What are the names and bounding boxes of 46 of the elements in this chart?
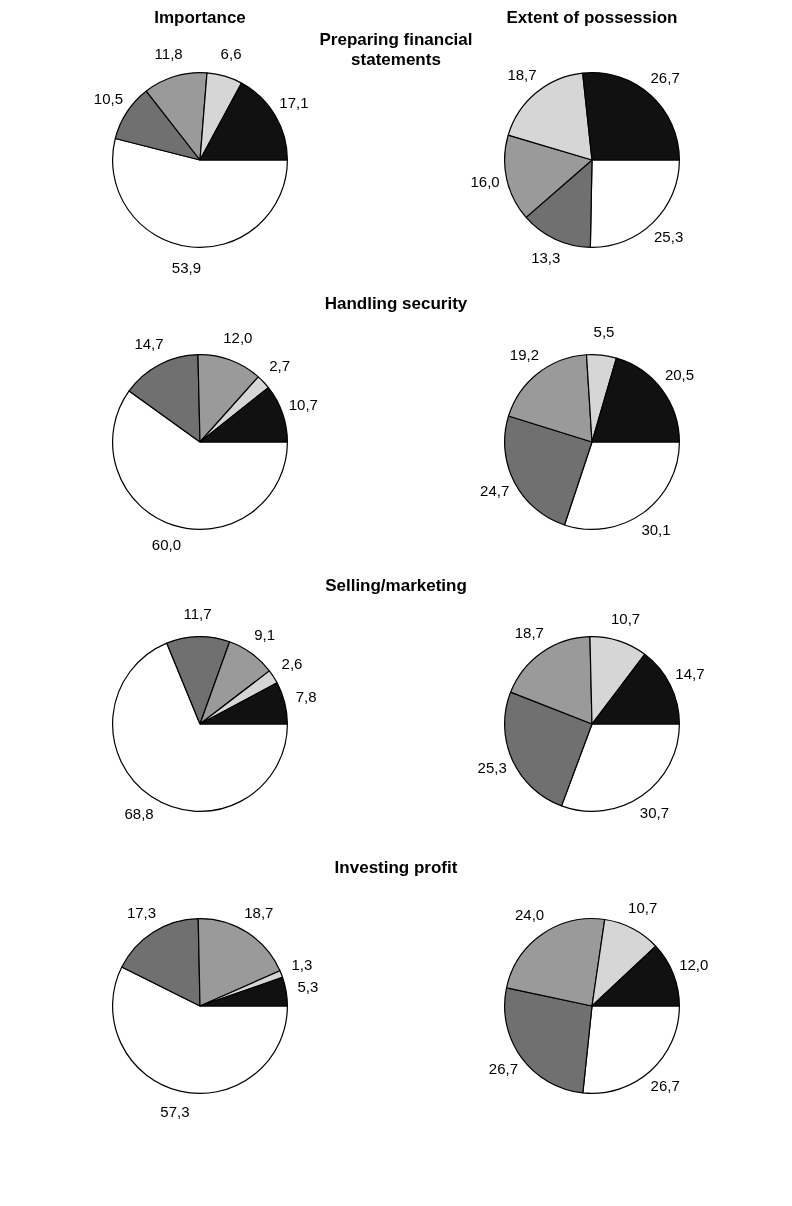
- text: Selling/marketing: [324, 576, 468, 596]
- data-label: 19,2: [509, 346, 540, 364]
- chart-title: Importance: [154, 8, 246, 29]
- data-label: 53,9: [171, 258, 202, 276]
- data-label: 14,7: [134, 335, 164, 353]
- data-label: 7,8: [295, 687, 317, 705]
- data-label: 16,0: [470, 173, 500, 191]
- data-label: 24,0: [514, 906, 545, 924]
- data-label: 17,1: [279, 94, 309, 112]
- data-label: 20,5: [664, 366, 695, 384]
- data-label: 9,1: [254, 625, 276, 643]
- data-label: 30,7: [639, 803, 670, 821]
- data-label: 25,3: [654, 228, 684, 246]
- data-label: 26,7: [650, 1077, 680, 1095]
- data-label: 60,0: [151, 536, 181, 554]
- data-label: 5,5: [593, 323, 615, 341]
- data-label: 14,7: [675, 665, 705, 683]
- data-label: 30,1: [641, 520, 671, 538]
- data-label: 6,6: [220, 45, 242, 63]
- data-label: 10,7: [288, 396, 318, 414]
- data-label: 13,3: [531, 249, 561, 267]
- data-label: 68,8: [124, 805, 154, 823]
- data-label: 25,3: [477, 758, 507, 776]
- data-label: 12,0: [679, 955, 709, 973]
- text: Preparing financial statements: [318, 30, 474, 70]
- data-label: 2,7: [269, 357, 290, 375]
- data-label: 12,0: [223, 329, 253, 347]
- data-label: 11,8: [154, 45, 183, 63]
- data-label: 17,3: [126, 903, 157, 921]
- data-label: 2,6: [281, 654, 303, 672]
- data-label: 5,3: [297, 977, 319, 995]
- data-label: 26,7: [650, 68, 680, 86]
- chart-title: Extent of possession: [506, 8, 678, 29]
- data-label: 57,3: [160, 1102, 190, 1120]
- data-label: 18,7: [244, 903, 274, 921]
- data-label: 10,5: [93, 90, 124, 108]
- data-label: 10,7: [611, 610, 641, 628]
- data-label: 18,7: [507, 66, 537, 84]
- data-label: 11,7: [183, 604, 212, 622]
- data-label: 10,7: [628, 899, 658, 917]
- text: Investing profit: [333, 858, 459, 878]
- data-label: 26,7: [488, 1060, 519, 1078]
- data-label: 24,7: [480, 482, 510, 500]
- text: Handling security: [323, 294, 469, 314]
- data-label: 18,7: [514, 624, 544, 642]
- data-label: 1,3: [291, 956, 313, 974]
